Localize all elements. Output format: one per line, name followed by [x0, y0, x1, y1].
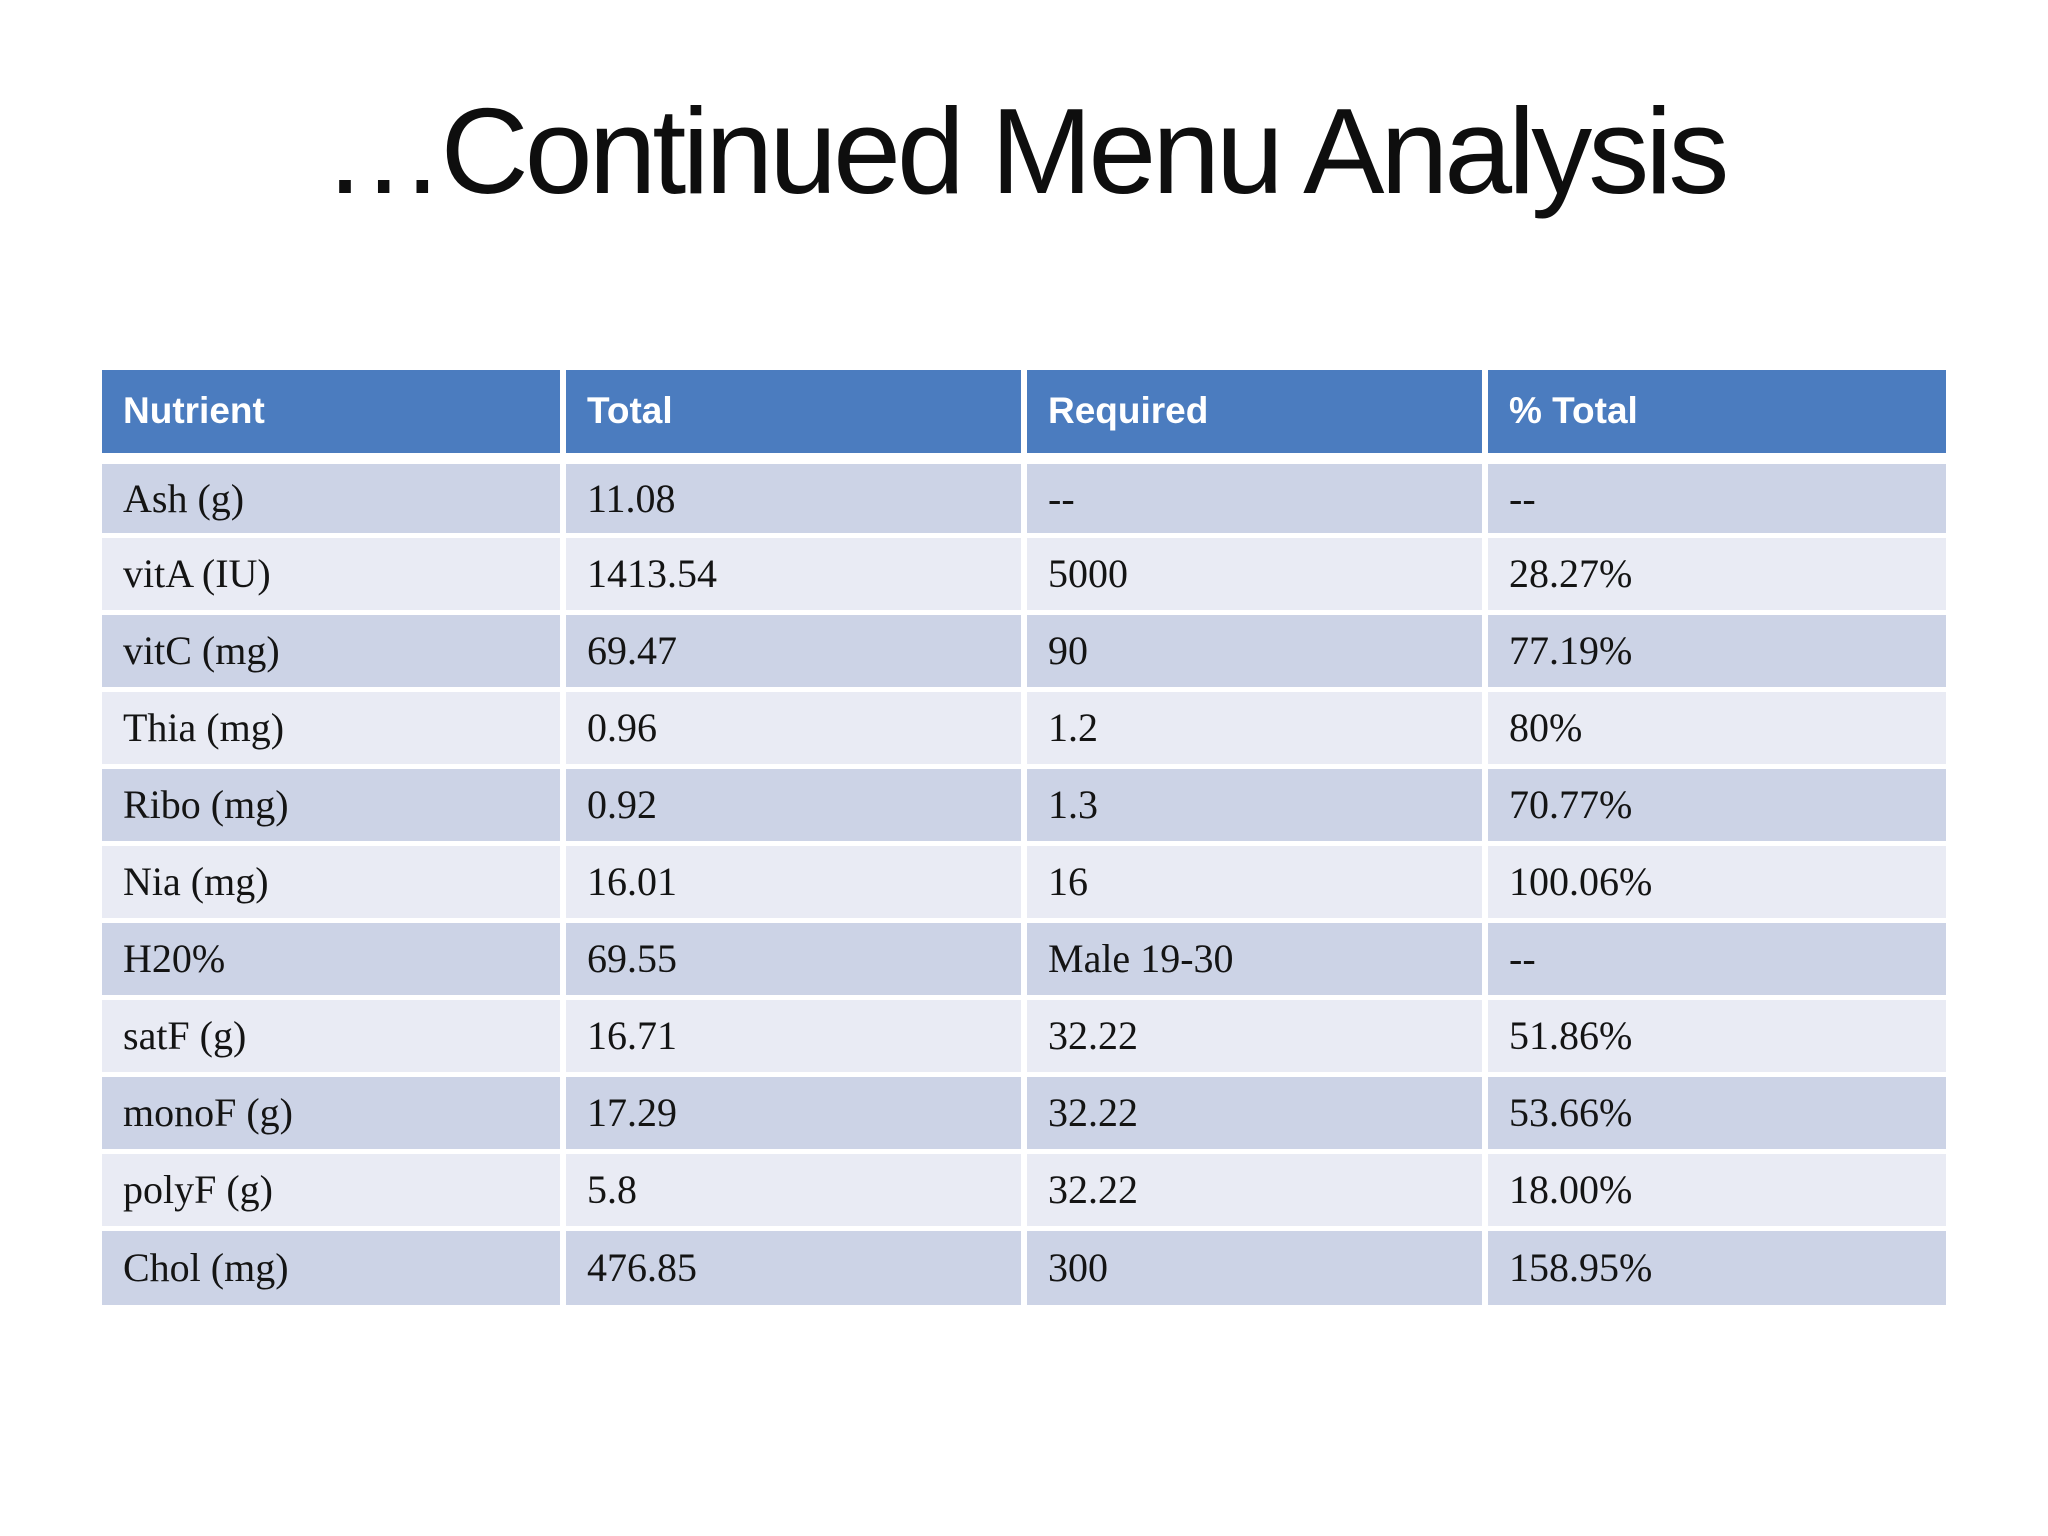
table-cell: 32.22 — [1024, 994, 1488, 1074]
column-header-total: Total — [563, 370, 1027, 464]
table-cell: 70.77% — [1485, 763, 1946, 843]
table-cell: 11.08 — [563, 455, 1027, 535]
table-cell: 69.47 — [563, 609, 1027, 689]
slide-title: …Continued Menu Analysis — [322, 83, 1730, 219]
table-cell: 32.22 — [1024, 1071, 1488, 1151]
table-cell: Ribo (mg) — [102, 763, 566, 843]
column-header-required: Required — [1024, 370, 1488, 464]
column-header-nutrient: Nutrient — [102, 370, 566, 464]
table-cell: vitC (mg) — [102, 609, 566, 689]
table-cell: polyF (g) — [102, 1148, 566, 1228]
table-cell: 1.3 — [1024, 763, 1488, 843]
table-cell: 1413.54 — [563, 532, 1027, 612]
table-cell: 1.2 — [1024, 686, 1488, 766]
table-cell: 80% — [1485, 686, 1946, 766]
table-cell: 32.22 — [1024, 1148, 1488, 1228]
table-cell: 476.85 — [563, 1225, 1027, 1305]
table-cell: 90 — [1024, 609, 1488, 689]
table-header-row: Nutrient Total Required % Total — [102, 370, 1946, 464]
table-row: H20% 69.55 Male 19-30 -- — [102, 917, 1946, 997]
table-cell: 53.66% — [1485, 1071, 1946, 1151]
menu-analysis-table: Nutrient Total Required % Total Ash (g) 1… — [102, 370, 1946, 1305]
table-row: vitA (IU) 1413.54 5000 28.27% — [102, 532, 1946, 612]
table-cell: 16 — [1024, 840, 1488, 920]
table-cell: Ash (g) — [102, 455, 566, 535]
table-cell: 100.06% — [1485, 840, 1946, 920]
table-row: Chol (mg) 476.85 300 158.95% — [102, 1225, 1946, 1305]
table-cell: 0.96 — [563, 686, 1027, 766]
table-body: Ash (g) 11.08 -- -- vitA (IU) 1413.54 5000 28.2… — [102, 455, 1946, 1305]
table-cell: monoF (g) — [102, 1071, 566, 1151]
table-cell: satF (g) — [102, 994, 566, 1074]
table-cell: 69.55 — [563, 917, 1027, 997]
table-cell: -- — [1485, 455, 1946, 535]
table-cell: 28.27% — [1485, 532, 1946, 612]
table-cell: Nia (mg) — [102, 840, 566, 920]
table-cell: H20% — [102, 917, 566, 997]
table-cell: 16.71 — [563, 994, 1027, 1074]
table-row: polyF (g) 5.8 32.22 18.00% — [102, 1148, 1946, 1228]
table-cell: Thia (mg) — [102, 686, 566, 766]
table-cell: 300 — [1024, 1225, 1488, 1305]
table-row: vitC (mg) 69.47 90 77.19% — [102, 609, 1946, 689]
table-cell: vitA (IU) — [102, 532, 566, 612]
table-cell: Male 19-30 — [1024, 917, 1488, 997]
table-cell: 16.01 — [563, 840, 1027, 920]
table-cell: 77.19% — [1485, 609, 1946, 689]
table-row: Thia (mg) 0.96 1.2 80% — [102, 686, 1946, 766]
table-row: satF (g) 16.71 32.22 51.86% — [102, 994, 1946, 1074]
table-cell: 18.00% — [1485, 1148, 1946, 1228]
column-header-percent-total: % Total — [1485, 370, 1946, 464]
table-row: Ribo (mg) 0.92 1.3 70.77% — [102, 763, 1946, 843]
table-cell: -- — [1485, 917, 1946, 997]
table-cell: 17.29 — [563, 1071, 1027, 1151]
table-row: Ash (g) 11.08 -- -- — [102, 455, 1946, 535]
table-cell: 51.86% — [1485, 994, 1946, 1074]
table-cell: 5.8 — [563, 1148, 1027, 1228]
table-cell: 158.95% — [1485, 1225, 1946, 1305]
table-cell: -- — [1024, 455, 1488, 535]
table-cell: Chol (mg) — [102, 1225, 566, 1305]
table-row: Nia (mg) 16.01 16 100.06% — [102, 840, 1946, 920]
table-cell: 0.92 — [563, 763, 1027, 843]
table-row: monoF (g) 17.29 32.22 53.66% — [102, 1071, 1946, 1151]
table-cell: 5000 — [1024, 532, 1488, 612]
